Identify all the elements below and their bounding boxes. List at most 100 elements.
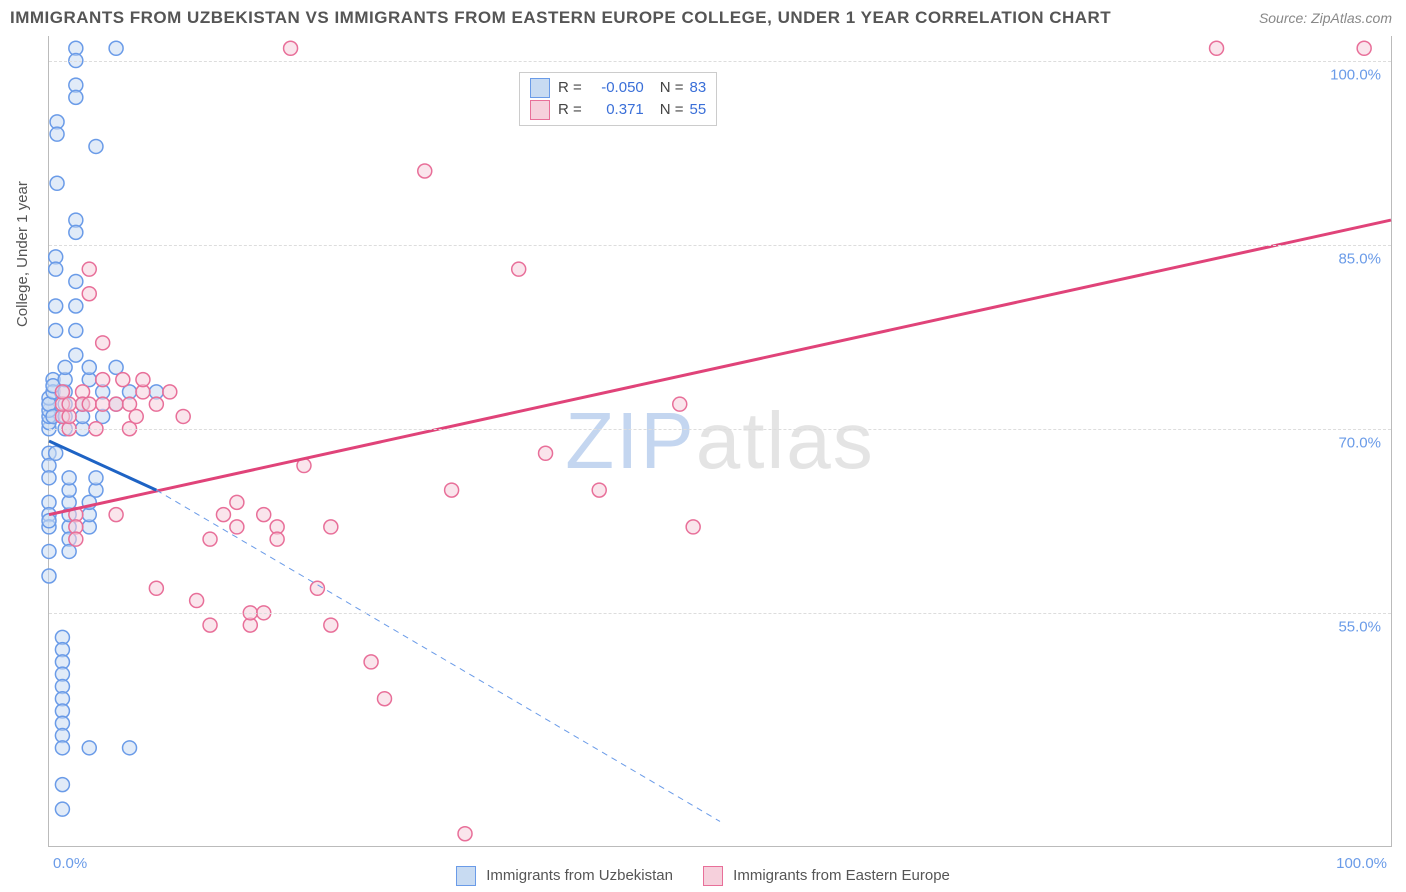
scatter-point bbox=[190, 594, 204, 608]
scatter-point bbox=[109, 41, 123, 55]
scatter-point bbox=[364, 655, 378, 669]
y-axis-title: College, Under 1 year bbox=[14, 181, 31, 327]
scatter-point bbox=[69, 324, 83, 338]
scatter-point bbox=[96, 336, 110, 350]
scatter-point bbox=[49, 446, 63, 460]
scatter-point bbox=[49, 299, 63, 313]
scatter-point bbox=[55, 778, 69, 792]
scatter-point bbox=[96, 397, 110, 411]
r-label: R = bbox=[558, 77, 582, 99]
r-value-blue: -0.050 bbox=[588, 77, 644, 99]
source-label: Source: ZipAtlas.com bbox=[1259, 10, 1392, 26]
scatter-point bbox=[82, 741, 96, 755]
scatter-point bbox=[592, 483, 606, 497]
scatter-point bbox=[89, 139, 103, 153]
scatter-point bbox=[324, 618, 338, 632]
legend-row-blue: R = -0.050 N = 83 bbox=[530, 77, 706, 99]
scatter-point bbox=[324, 520, 338, 534]
scatter-point bbox=[418, 164, 432, 178]
n-label: N = bbox=[660, 77, 684, 99]
scatter-point bbox=[686, 520, 700, 534]
scatter-point bbox=[149, 581, 163, 595]
scatter-point bbox=[82, 397, 96, 411]
scatter-point bbox=[62, 397, 76, 411]
trend-line bbox=[156, 490, 720, 821]
scatter-point bbox=[539, 446, 553, 460]
scatter-point bbox=[673, 397, 687, 411]
y-tick-label: 85.0% bbox=[1338, 250, 1381, 267]
scatter-point bbox=[445, 483, 459, 497]
scatter-point bbox=[216, 508, 230, 522]
y-tick-label: 55.0% bbox=[1338, 618, 1381, 635]
scatter-point bbox=[230, 495, 244, 509]
scatter-point bbox=[42, 471, 56, 485]
scatter-point bbox=[55, 741, 69, 755]
scatter-point bbox=[378, 692, 392, 706]
legend-label-blue: Immigrants from Uzbekistan bbox=[486, 867, 673, 884]
scatter-point bbox=[82, 262, 96, 276]
gridline bbox=[49, 61, 1391, 62]
legend-item-blue: Immigrants from Uzbekistan bbox=[456, 866, 673, 886]
r-value-pink: 0.371 bbox=[588, 99, 644, 121]
scatter-point bbox=[149, 397, 163, 411]
scatter-point bbox=[89, 471, 103, 485]
scatter-point bbox=[82, 287, 96, 301]
scatter-point bbox=[129, 409, 143, 423]
scatter-point bbox=[257, 508, 271, 522]
scatter-point bbox=[62, 471, 76, 485]
scatter-point bbox=[42, 569, 56, 583]
scatter-point bbox=[50, 176, 64, 190]
scatter-point bbox=[136, 373, 150, 387]
legend-swatch-pink bbox=[530, 100, 550, 120]
trend-line bbox=[49, 220, 1391, 515]
scatter-point bbox=[58, 360, 72, 374]
scatter-point bbox=[69, 274, 83, 288]
scatter-point bbox=[49, 262, 63, 276]
scatter-point bbox=[96, 373, 110, 387]
scatter-point bbox=[270, 532, 284, 546]
y-tick-label: 70.0% bbox=[1338, 434, 1381, 451]
scatter-point bbox=[42, 544, 56, 558]
scatter-point bbox=[109, 397, 123, 411]
scatter-point bbox=[203, 618, 217, 632]
scatter-point bbox=[69, 225, 83, 239]
scatter-point bbox=[69, 90, 83, 104]
n-label: N = bbox=[660, 99, 684, 121]
scatter-point bbox=[1210, 41, 1224, 55]
chart-area: ZIPatlas R = -0.050 N = 83 R = 0.371 N =… bbox=[48, 36, 1392, 847]
legend-swatch-icon bbox=[456, 866, 476, 886]
scatter-point bbox=[123, 741, 137, 755]
scatter-point bbox=[49, 324, 63, 338]
series-legend: Immigrants from Uzbekistan Immigrants fr… bbox=[0, 866, 1406, 886]
scatter-point bbox=[116, 373, 130, 387]
chart-title: IMMIGRANTS FROM UZBEKISTAN VS IMMIGRANTS… bbox=[10, 8, 1111, 28]
gridline bbox=[49, 613, 1391, 614]
n-value-blue: 83 bbox=[690, 77, 707, 99]
scatter-point bbox=[310, 581, 324, 595]
scatter-point bbox=[176, 409, 190, 423]
n-value-pink: 55 bbox=[690, 99, 707, 121]
legend-swatch-blue bbox=[530, 78, 550, 98]
r-label: R = bbox=[558, 99, 582, 121]
scatter-point bbox=[109, 508, 123, 522]
legend-label-pink: Immigrants from Eastern Europe bbox=[733, 867, 950, 884]
y-tick-label: 100.0% bbox=[1330, 66, 1381, 83]
plot-svg bbox=[49, 36, 1391, 846]
legend-swatch-icon bbox=[703, 866, 723, 886]
gridline bbox=[49, 429, 1391, 430]
scatter-point bbox=[50, 127, 64, 141]
scatter-point bbox=[203, 532, 217, 546]
legend-row-pink: R = 0.371 N = 55 bbox=[530, 99, 706, 121]
legend-item-pink: Immigrants from Eastern Europe bbox=[703, 866, 950, 886]
scatter-point bbox=[512, 262, 526, 276]
scatter-point bbox=[284, 41, 298, 55]
scatter-point bbox=[42, 514, 56, 528]
scatter-point bbox=[82, 360, 96, 374]
scatter-point bbox=[230, 520, 244, 534]
scatter-point bbox=[163, 385, 177, 399]
scatter-point bbox=[1357, 41, 1371, 55]
scatter-point bbox=[69, 532, 83, 546]
scatter-point bbox=[458, 827, 472, 841]
scatter-point bbox=[55, 802, 69, 816]
stats-legend: R = -0.050 N = 83 R = 0.371 N = 55 bbox=[519, 72, 717, 126]
